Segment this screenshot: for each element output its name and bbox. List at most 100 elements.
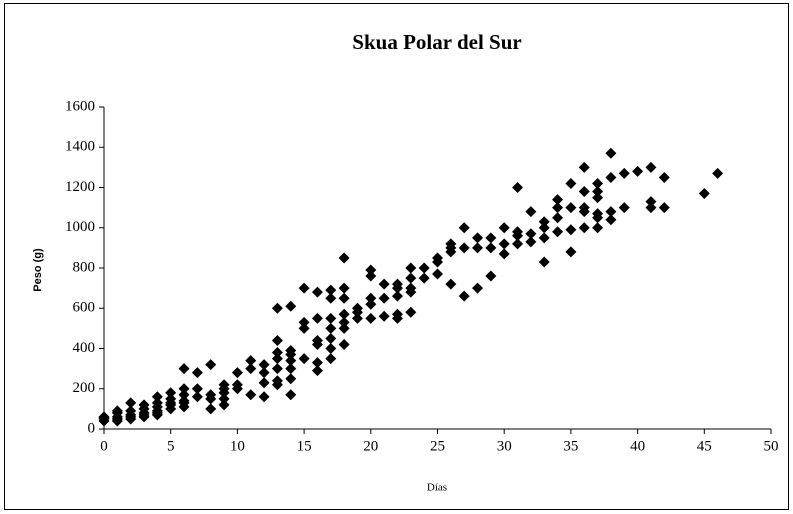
point [218,393,230,405]
point [538,256,550,268]
point [458,290,470,302]
point [271,375,283,387]
point [565,202,577,214]
y-tick-label: 200 [73,380,96,396]
point [218,383,230,395]
point [658,202,670,214]
point [605,147,617,159]
point [645,161,657,173]
point [618,202,630,214]
x-tick-label: 15 [297,438,312,454]
point [485,270,497,282]
point [165,397,177,409]
point [365,292,377,304]
point [138,409,150,421]
point [512,226,524,238]
point [271,302,283,314]
point [258,367,270,379]
point [458,242,470,254]
point [271,334,283,346]
point [178,397,190,409]
point [98,412,110,424]
x-tick-label: 35 [563,438,578,454]
point [218,399,230,411]
point [298,282,310,294]
point [191,367,203,379]
point [151,391,163,403]
point [378,278,390,290]
point [231,367,243,379]
point [178,389,190,401]
point [338,322,350,334]
point [645,202,657,214]
point [445,278,457,290]
y-tick-label: 1600 [65,98,95,114]
point [485,232,497,244]
point [285,389,297,401]
point [605,171,617,183]
point [205,403,217,415]
point [258,391,270,403]
point [325,312,337,324]
point [578,186,590,198]
chart-border [4,3,789,510]
point [338,292,350,304]
point [565,224,577,236]
y-tick-label: 600 [73,300,96,316]
point [552,194,564,206]
point [271,353,283,365]
point [485,242,497,254]
point [365,298,377,310]
point [378,292,390,304]
point [365,270,377,282]
point [245,389,257,401]
x-tick-label: 40 [630,438,645,454]
point [205,359,217,371]
point [658,171,670,183]
point [405,282,417,294]
y-tick-label: 400 [73,340,96,356]
point [125,411,137,423]
point [405,306,417,318]
point [151,407,163,419]
point [338,252,350,264]
point [285,373,297,385]
point [258,359,270,371]
point [311,286,323,298]
point [325,353,337,365]
point [498,222,510,234]
point [592,186,604,198]
point [552,226,564,238]
point [285,345,297,357]
point [391,290,403,302]
point [538,216,550,228]
point [351,312,363,324]
point [285,300,297,312]
point [338,338,350,350]
point [472,242,484,254]
point [418,262,430,274]
point [285,363,297,375]
point [191,383,203,395]
point [538,232,550,244]
point [245,363,257,375]
point [498,248,510,260]
point [592,222,604,234]
point [338,316,350,328]
y-tick-label: 1200 [65,179,95,195]
chart-title: Skua Polar del Sur [352,30,521,54]
point [618,167,630,179]
point [311,312,323,324]
point [512,238,524,250]
point [325,343,337,354]
point [525,236,537,248]
point [525,206,537,218]
x-tick-label: 25 [430,438,445,454]
x-tick-label: 0 [100,438,108,454]
point [165,387,177,399]
point [351,302,363,314]
point [151,397,163,409]
point [472,232,484,244]
point [178,383,190,395]
point [391,278,403,290]
